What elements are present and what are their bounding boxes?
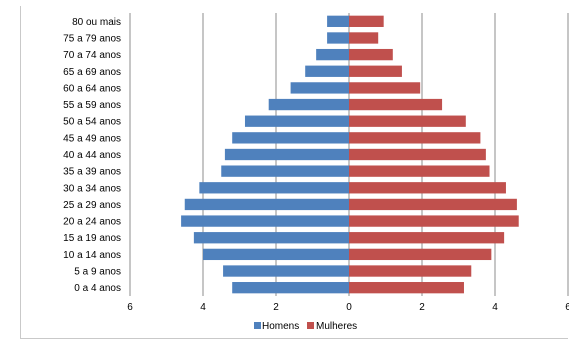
category-label: 55 a 59 anos	[63, 100, 121, 111]
bar-mulheres	[349, 65, 402, 77]
category-label: 50 a 54 anos	[63, 117, 121, 128]
bar-homens	[221, 165, 349, 177]
x-tick-label: 6	[565, 302, 569, 313]
bar-mulheres	[349, 165, 490, 177]
category-label: 5 a 9 anos	[74, 267, 121, 278]
bar-homens	[184, 198, 349, 211]
legend-label-mulheres: Mulheres	[316, 321, 357, 332]
x-tick-label: 2	[419, 302, 425, 313]
legend-swatch-mulheres	[307, 322, 314, 329]
bar-mulheres	[349, 48, 393, 61]
bar-homens	[290, 82, 349, 94]
bar-mulheres	[349, 215, 519, 227]
bar-homens	[305, 65, 349, 77]
legend-swatch-homens	[254, 322, 261, 329]
bar-mulheres	[349, 132, 481, 144]
category-label: 70 a 74 anos	[63, 50, 121, 61]
bar-homens	[268, 98, 349, 111]
bar-homens	[316, 48, 349, 61]
bar-mulheres	[349, 248, 492, 261]
bar-mulheres	[349, 282, 464, 294]
bar-homens	[224, 148, 349, 161]
bar-homens	[232, 132, 349, 144]
bar-mulheres	[349, 115, 466, 127]
category-label: 45 a 49 anos	[63, 133, 121, 144]
category-label: 30 a 34 anos	[63, 183, 121, 194]
legend-label-homens: Homens	[262, 321, 299, 332]
bar-mulheres	[349, 265, 472, 277]
x-tick-label: 6	[127, 302, 133, 313]
bar-mulheres	[349, 232, 505, 244]
bar-homens	[199, 182, 349, 194]
bar-homens	[193, 232, 349, 244]
category-label: 75 a 79 anos	[63, 33, 121, 44]
bar-homens	[203, 248, 349, 261]
bar-mulheres	[349, 82, 421, 94]
category-label: 80 ou mais	[72, 17, 121, 28]
bar-homens	[244, 115, 349, 127]
bar-homens	[181, 215, 349, 227]
bar-mulheres	[349, 15, 384, 27]
x-tick-label: 4	[492, 302, 498, 313]
category-label: 35 a 39 anos	[63, 167, 121, 178]
category-label: 0 a 4 anos	[74, 283, 121, 294]
x-tick-label: 0	[346, 302, 352, 313]
bar-homens	[327, 32, 349, 44]
category-label: 15 a 19 anos	[63, 233, 121, 244]
bar-mulheres	[349, 98, 443, 111]
category-label: 60 a 64 anos	[63, 83, 121, 94]
bar-mulheres	[349, 182, 506, 194]
bar-homens	[327, 15, 349, 27]
x-tick-label: 4	[200, 302, 206, 313]
bar-mulheres	[349, 32, 379, 44]
category-label: 10 a 14 anos	[63, 250, 121, 261]
category-label: 65 a 69 anos	[63, 67, 121, 78]
bar-mulheres	[349, 198, 517, 211]
bar-homens	[223, 265, 349, 277]
bar-mulheres	[349, 148, 486, 161]
category-label: 40 a 44 anos	[63, 150, 121, 161]
category-label: 20 a 24 anos	[63, 217, 121, 228]
x-tick-label: 2	[273, 302, 279, 313]
bar-homens	[232, 282, 349, 294]
category-label: 25 a 29 anos	[63, 200, 121, 211]
